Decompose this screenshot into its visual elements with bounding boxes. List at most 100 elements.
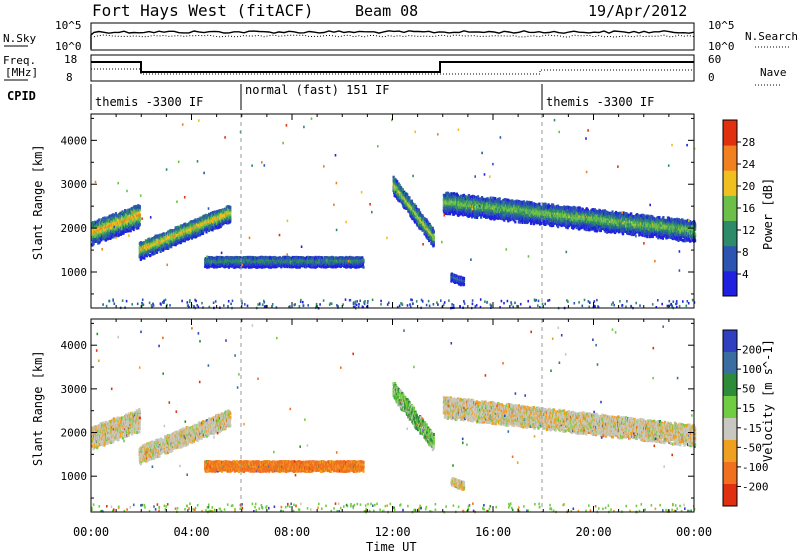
power-echo-cell (187, 237, 190, 240)
power-echo-cell (206, 260, 209, 264)
power-echo-cell (211, 228, 214, 232)
power-echo-cell (149, 253, 152, 257)
freq-trace (91, 61, 694, 73)
power-echo-cell (515, 212, 518, 216)
power-echo-cell (227, 265, 230, 269)
power-echo-cell (469, 213, 473, 217)
power-echo-cell (456, 194, 459, 198)
power-echo-cell (230, 264, 233, 268)
power-echo-cell (305, 258, 308, 262)
power-echo-cell (186, 228, 189, 232)
power-echo-cell (131, 226, 134, 230)
power-echo-cell (126, 227, 129, 231)
nsearch-tick-low: 10^0 (708, 40, 735, 53)
power-echo-cell (117, 233, 121, 237)
power-echo-cell (95, 231, 98, 235)
cpid-row: CPID themis -3300 IF normal (fast) 151 I… (7, 83, 654, 110)
power-echo-cell (506, 217, 509, 221)
power-echo-cell (417, 208, 421, 212)
power-echo-cell (204, 265, 207, 269)
freq-panel: Freq. [MHz] 18 8 60 0 Nave (3, 53, 787, 86)
power-echo-cell (201, 232, 205, 235)
power-echo-cell (497, 205, 500, 209)
power-echo-cell (326, 256, 329, 260)
power-echo-cell (182, 236, 185, 240)
power-echo-cell (218, 225, 221, 229)
power-echo-cell (138, 211, 141, 215)
power-echo-cell (127, 229, 130, 233)
station-title: Fort Hays West (fitACF) (92, 1, 314, 20)
power-echo-cell (314, 265, 317, 269)
power-echo-cell (462, 193, 466, 197)
nave-trace (91, 68, 694, 75)
power-echo-cell (140, 256, 143, 260)
power-echo-cell (414, 220, 417, 223)
power-echo-cell (431, 226, 434, 230)
power-echo-cell (110, 235, 113, 239)
power-echo-cell (170, 245, 173, 249)
power-echo-cell (110, 216, 113, 220)
power-echo-cell (406, 193, 409, 197)
power-echo-cell (96, 238, 99, 242)
power-echo-cell (229, 217, 232, 221)
power-echo-cell (419, 215, 422, 219)
power-echo-cell (520, 219, 523, 223)
nave-label: Nave (760, 66, 787, 79)
power-echo-cell (133, 206, 136, 210)
power-echo-cell (426, 236, 429, 240)
power-echo-cell (313, 260, 316, 264)
power-echo-cell (115, 233, 118, 237)
power-echo-cell (158, 247, 161, 251)
power-echo-cell (142, 250, 145, 254)
power-echo-cell (137, 226, 140, 230)
power-echo-cell (323, 265, 326, 269)
power-echo-cell (507, 219, 510, 223)
power-echo-cell (162, 238, 165, 242)
power-echo-cell (171, 243, 174, 247)
power-echo-cell (138, 218, 141, 222)
power-echo-cell (470, 215, 474, 219)
power-echo-cell (432, 241, 435, 245)
power-echo-cell (432, 232, 435, 236)
power-echo-cell (195, 234, 198, 238)
power-echo-cell (502, 206, 505, 210)
power-echo-cell (321, 256, 324, 260)
power-echo-cell (521, 221, 524, 224)
power-echo-cell (343, 256, 346, 260)
power-echo-cell (453, 202, 456, 206)
power-echo-cell (129, 218, 132, 222)
power-echo-cell (514, 220, 517, 224)
power-echo-cell (219, 225, 222, 229)
power-echo-cell (92, 221, 95, 224)
power-echo-cell (226, 255, 229, 259)
power-echo-cell (227, 260, 230, 264)
power-echo-cell (274, 262, 277, 266)
power-echo-cell (304, 265, 308, 269)
nsky-trace (90, 30, 695, 49)
power-echo-cell (477, 195, 480, 199)
power-echo-cell (209, 258, 212, 262)
power-echo-cell (445, 209, 448, 213)
power-echo-cell (507, 198, 510, 202)
power-echo-cells (91, 117, 697, 310)
power-echo-cell (257, 265, 260, 269)
power-echo-cell (421, 214, 424, 218)
power-echo-cell (205, 230, 208, 234)
power-echo-cell (509, 203, 512, 207)
power-echo-cell (517, 217, 520, 221)
cpid-label: CPID (7, 89, 36, 103)
power-echo-cell (523, 220, 526, 224)
power-echo-cell (401, 188, 404, 192)
power-echo-cell (145, 240, 148, 244)
power-echo-cell (432, 235, 435, 239)
power-echo-cell (119, 232, 123, 236)
power-echo-cell (518, 220, 521, 224)
power-echo-cell (500, 209, 503, 213)
power-echo-cell (106, 216, 109, 220)
power-echo-cell (410, 215, 413, 219)
power-echo-cell (100, 224, 103, 228)
power-echo-cell (225, 260, 228, 264)
power-echo-cell (92, 242, 95, 246)
power-echo-cell (141, 252, 144, 256)
